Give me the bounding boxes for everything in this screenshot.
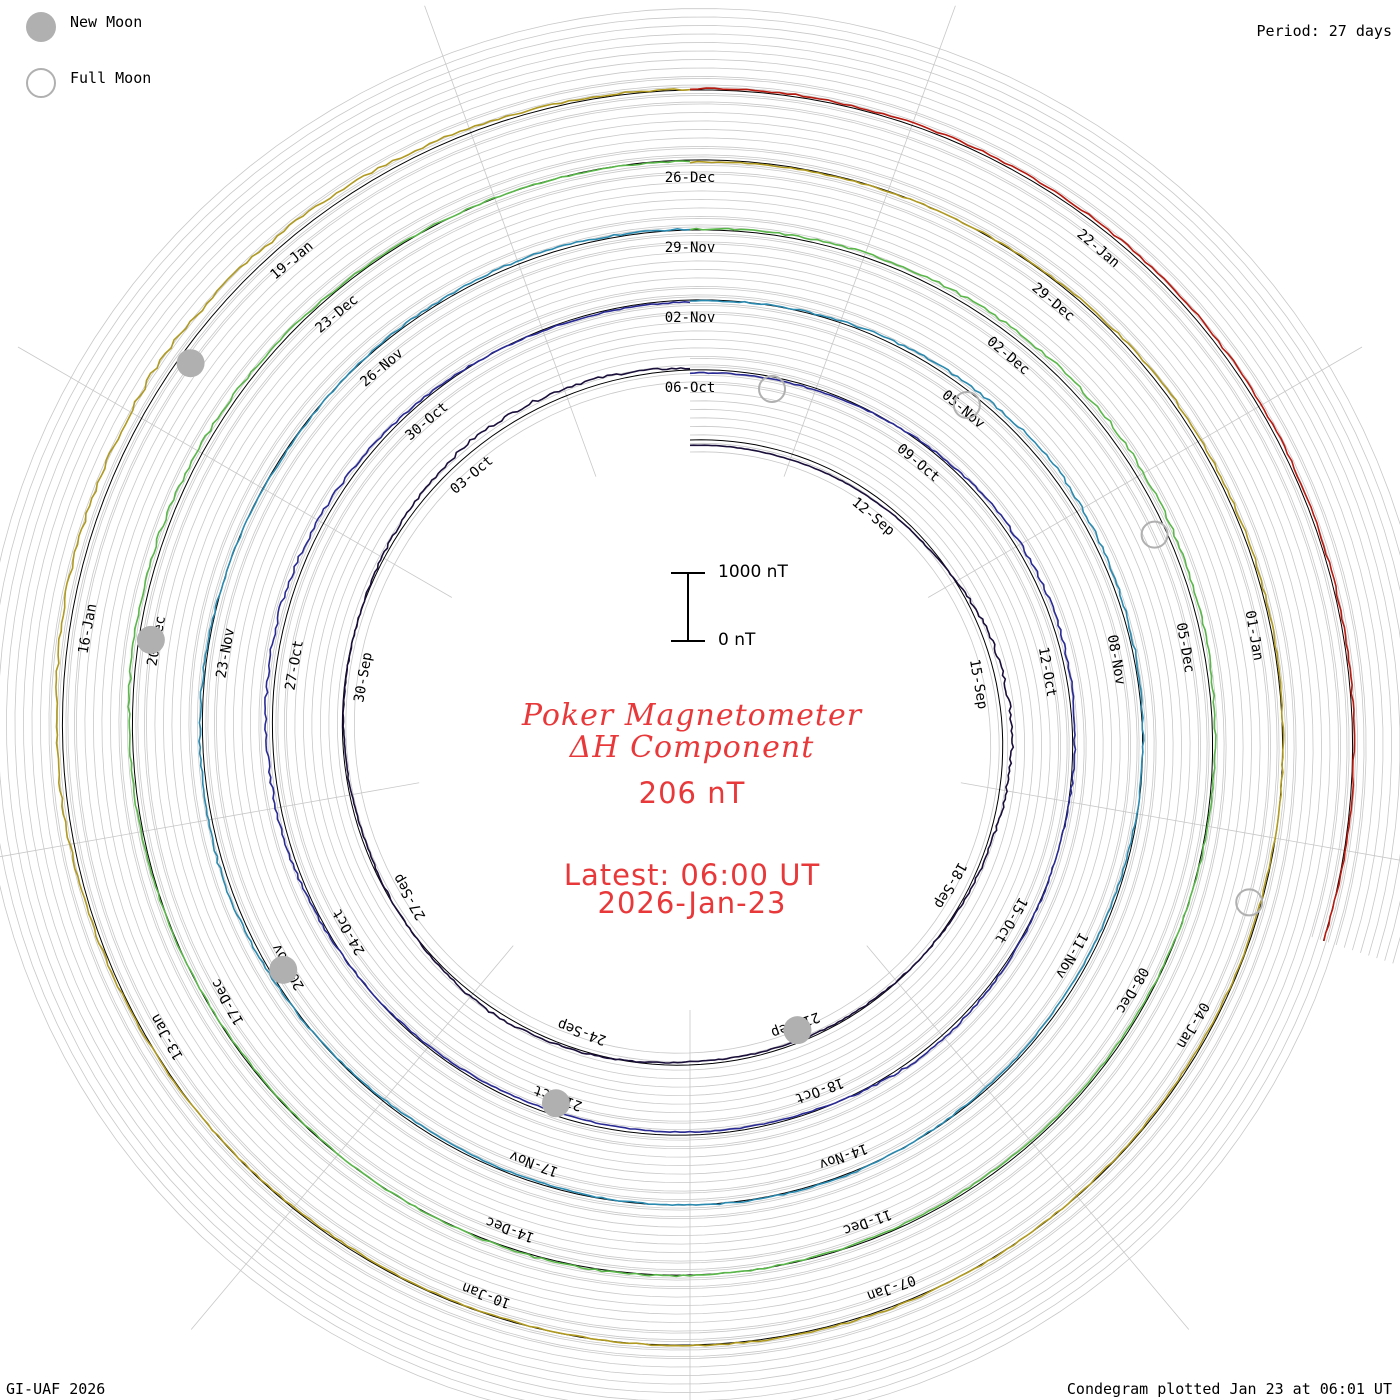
latest-date: 2026-Jan-23 [597, 886, 787, 920]
spiral-grid-line [48, 76, 1367, 1359]
footer-plotted: Condegram plotted Jan 23 at 06:01 UT [1066, 1380, 1392, 1398]
trace-rotation-6 [689, 87, 1356, 942]
spiral-grid-line [40, 67, 1375, 1368]
radial-spoke [927, 346, 1363, 598]
spiral-grid-line [0, 25, 1400, 1400]
chart-title-line2: ΔH Component [569, 730, 815, 765]
date-label: 16-Jan [76, 603, 101, 656]
radial-spoke [190, 945, 514, 1330]
radial-spoke [424, 5, 597, 477]
new-moon-marker [136, 625, 165, 654]
radial-spoke [783, 5, 956, 477]
full-moon-marker [1140, 520, 1169, 549]
footer-credit: GI-UAF 2026 [6, 1380, 106, 1398]
scale-top-label: 1000 nT [718, 562, 788, 582]
new-moon-marker [783, 1016, 812, 1045]
latest-time: Latest: 06:00 UT [563, 858, 821, 892]
current-value: 206 nT [638, 776, 746, 810]
date-label: 30-Sep [351, 651, 376, 704]
chart-title-line1: Poker Magnetometer [521, 698, 863, 733]
date-label: 29-Nov [665, 240, 716, 256]
trace-rotation-3 [198, 227, 1145, 1207]
full-moon-marker [758, 374, 787, 403]
date-label: 02-Nov [665, 310, 716, 326]
date-label: 24-Sep [555, 1016, 608, 1048]
full-moon-icon [26, 68, 56, 98]
new-moon-marker [541, 1089, 570, 1118]
date-label: 07-Jan [865, 1271, 918, 1303]
date-label: 14-Dec [484, 1213, 537, 1245]
radial-spoke [866, 945, 1190, 1330]
new-moon-marker [269, 955, 298, 984]
spiral-grid-line [74, 101, 1341, 1334]
scale-bottom-label: 0 nT [718, 630, 756, 650]
spiral-grid-line [23, 50, 1392, 1385]
spiral-grid-line [0, 8, 1400, 1400]
radial-spoke [17, 346, 453, 598]
date-label: 23-Nov [213, 627, 238, 680]
spiral-grid-line [6, 33, 1400, 1400]
date-label: 06-Oct [665, 380, 716, 396]
new-moon-icon [26, 12, 56, 42]
radial-spoke [0, 782, 420, 858]
spiral-grid-line [14, 42, 1400, 1393]
spiral-grid-line [65, 93, 1350, 1343]
trace-rotation-2 [264, 300, 1077, 1134]
legend-new-moon-label: New Moon [70, 13, 143, 31]
trace-rotation-5 [55, 88, 1285, 1347]
trace-rotation-4 [127, 160, 1217, 1278]
new-moon-marker [176, 349, 205, 378]
period-label: Period: 27 days [1256, 22, 1392, 40]
date-label: 26-Dec [665, 170, 716, 186]
legend-full-moon-label: Full Moon [70, 69, 152, 87]
full-moon-marker [1235, 888, 1264, 917]
trace-rotation-1 [342, 367, 1015, 1064]
full-moon-marker [952, 391, 981, 420]
spiral-grid-line [57, 84, 1358, 1351]
date-label: 11-Dec [841, 1206, 894, 1238]
spiral-grid-line [31, 59, 1384, 1376]
date-label: 27-Oct [282, 639, 307, 692]
